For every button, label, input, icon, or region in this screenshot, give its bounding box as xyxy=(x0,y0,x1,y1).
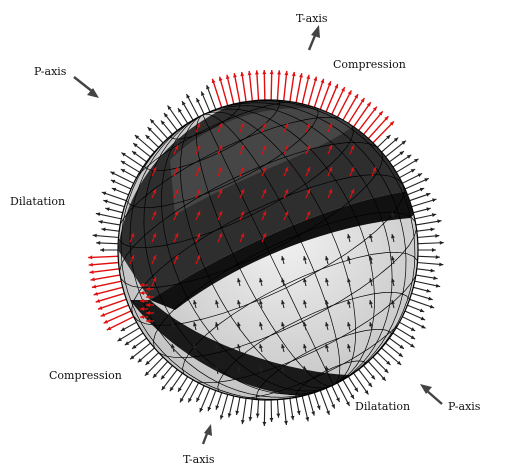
beachball-sphere xyxy=(117,99,419,401)
dilatation-bottom-label: Dilatation xyxy=(355,400,410,413)
surface-arrows xyxy=(129,122,395,375)
t-axis-top-arrow xyxy=(307,25,320,51)
t-axis-bottom-arrow xyxy=(201,424,212,445)
axis-arrows xyxy=(73,25,443,445)
compression-quadrant-upper-highlight xyxy=(170,108,360,215)
compression-bottom-label: Compression xyxy=(49,369,122,382)
compression-top-label: Compression xyxy=(333,58,406,71)
radial-displacement-spikes xyxy=(88,70,444,426)
p-axis-right-arrow xyxy=(420,384,443,405)
p-axis-left-label: P-axis xyxy=(34,65,67,78)
nodal-band-dark xyxy=(150,190,418,310)
t-axis-top-label: T-axis xyxy=(296,12,328,25)
p-axis-right-label: P-axis xyxy=(448,400,481,413)
t-axis-bottom-label: T-axis xyxy=(183,453,215,466)
compression-quadrant-upper xyxy=(118,100,418,300)
dilatation-left-label: Dilatation xyxy=(10,195,65,208)
p-axis-left-arrow xyxy=(73,76,99,98)
